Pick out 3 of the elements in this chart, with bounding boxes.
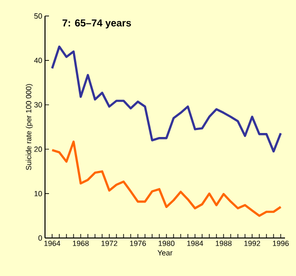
line-series — [51, 140, 282, 217]
line-series — [51, 46, 282, 153]
chart-title: 7: 65–74 years — [62, 19, 131, 28]
